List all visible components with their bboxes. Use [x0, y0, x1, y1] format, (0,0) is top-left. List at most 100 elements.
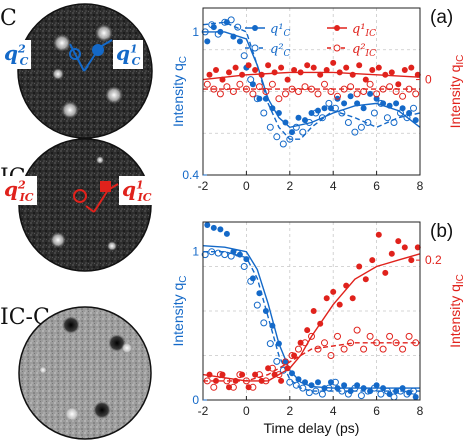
data-point	[208, 248, 216, 256]
data-point	[414, 244, 421, 251]
data-point	[397, 387, 404, 395]
data-point	[262, 377, 270, 385]
data-point	[347, 83, 355, 91]
panel-label: (a)	[430, 7, 453, 28]
data-point	[213, 67, 219, 73]
data-point	[362, 76, 369, 83]
fit-curve	[202, 21, 421, 140]
data-point	[301, 339, 309, 347]
data-point	[373, 339, 381, 347]
data-point	[240, 263, 248, 270]
data-point	[243, 256, 250, 263]
x-tick-label: 0	[243, 404, 250, 418]
data-point	[242, 85, 250, 93]
data-point	[292, 381, 300, 389]
data-point	[314, 345, 322, 353]
data-point	[284, 76, 291, 83]
data-point	[351, 128, 359, 136]
difference-spot	[121, 342, 133, 354]
data-point	[412, 339, 420, 347]
data-point	[360, 105, 367, 112]
data-point	[310, 64, 317, 71]
data-point	[308, 332, 315, 340]
data-point	[291, 352, 298, 359]
data-point	[321, 105, 328, 112]
data-point	[227, 16, 235, 24]
data-point	[252, 67, 259, 73]
data-point	[236, 80, 244, 88]
data-point	[380, 100, 387, 107]
bragg-spot	[96, 156, 104, 164]
data-point	[414, 71, 421, 78]
bragg-spot	[53, 34, 71, 52]
data-point	[317, 71, 324, 78]
legend-label: q²C	[270, 42, 291, 59]
data-point	[338, 109, 346, 117]
data-point	[364, 387, 372, 395]
data-point	[386, 102, 393, 109]
data-point	[299, 384, 307, 392]
data-point	[299, 128, 307, 136]
data-point	[344, 390, 352, 398]
x-tick-label: -2	[198, 404, 209, 418]
data-point	[367, 90, 374, 97]
data-point	[284, 365, 291, 372]
data-point	[226, 69, 232, 76]
legend-label: q¹C	[270, 22, 291, 39]
x-tick-label: 6	[373, 179, 380, 193]
image-label-c: C	[0, 6, 17, 31]
y-left-tick-label: 1	[192, 25, 199, 39]
data-point	[247, 277, 255, 285]
legend-marker	[251, 44, 259, 52]
data-point	[344, 119, 352, 126]
data-point	[395, 238, 402, 245]
data-point	[325, 99, 333, 107]
data-point	[412, 90, 420, 98]
data-point	[399, 345, 407, 353]
data-point	[401, 67, 408, 73]
data-point	[302, 379, 308, 386]
data-point	[331, 104, 339, 112]
y-right-axis-title: Intensity qIC	[447, 55, 466, 129]
legend-marker	[333, 44, 341, 52]
plot-frame	[202, 7, 421, 176]
data-point	[229, 383, 237, 391]
y-right-tick-label: 0	[425, 73, 432, 87]
data-point	[245, 62, 252, 69]
data-point	[386, 332, 394, 340]
data-point	[204, 222, 211, 228]
data-point	[401, 244, 408, 251]
data-point	[279, 140, 287, 148]
data-point	[377, 99, 385, 107]
data-point	[364, 119, 372, 126]
data-point	[325, 384, 333, 392]
data-point	[242, 377, 250, 385]
data-point	[208, 21, 216, 29]
data-point	[360, 88, 368, 95]
data-point	[275, 95, 283, 103]
data-point	[216, 371, 224, 379]
data-point	[373, 90, 381, 98]
data-point	[340, 345, 348, 353]
data-point	[379, 345, 387, 353]
data-point	[206, 71, 213, 78]
data-point	[312, 387, 320, 395]
data-point	[304, 62, 311, 69]
data-point	[380, 385, 387, 392]
data-point	[305, 389, 313, 397]
data-point	[327, 88, 335, 95]
data-point	[388, 250, 395, 257]
data-point	[341, 382, 348, 389]
data-point	[323, 67, 330, 73]
data-point	[291, 67, 298, 73]
data-point	[223, 83, 231, 91]
data-point	[321, 80, 328, 88]
data-point	[278, 64, 285, 71]
data-point	[275, 340, 282, 347]
data-point	[360, 345, 368, 353]
data-point	[258, 71, 265, 78]
data-point	[410, 104, 417, 112]
x-tick-label: 4	[330, 404, 337, 418]
bragg-spot	[52, 68, 64, 80]
